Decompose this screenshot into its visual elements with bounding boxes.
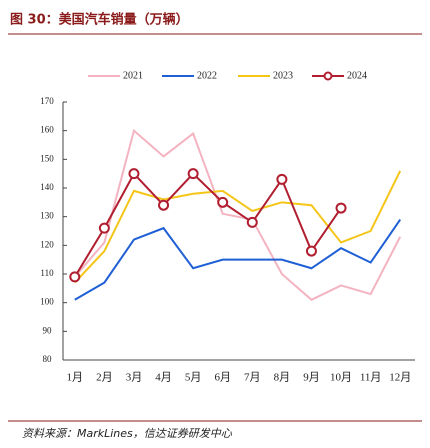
point (305, 245, 317, 257)
x-tick-label: 8月 (274, 372, 291, 384)
y-tick-label: 100 (40, 297, 54, 307)
x-tick-label: 3月 (126, 372, 143, 384)
y-tick-label: 90 (43, 325, 53, 335)
point (246, 216, 258, 228)
x-tick-label: 11月 (360, 372, 382, 384)
x-tick-label: 4月 (155, 372, 172, 384)
legend-label: 2022 (197, 70, 217, 81)
y-tick-label: 170 (40, 96, 54, 106)
y-tick-label: 130 (40, 211, 54, 221)
chart-title: 图 30：美国汽车销量（万辆） (10, 12, 189, 28)
point (158, 199, 170, 211)
source: 资料来源：MarkLines，信达证券研发中心 (22, 427, 233, 440)
x-tick-label: 12月 (389, 372, 411, 384)
x-tick-label: 10月 (330, 372, 352, 384)
point (98, 222, 110, 234)
point (69, 271, 81, 283)
point (217, 196, 229, 208)
x-tick-label: 1月 (67, 372, 84, 384)
x-tick-label: 9月 (303, 372, 320, 384)
y-tick-label: 150 (40, 153, 54, 163)
y-tick-label: 110 (40, 268, 54, 278)
y-tick-label: 160 (40, 125, 54, 135)
legend-label: 2024 (347, 70, 367, 81)
point (128, 168, 140, 180)
y-tick-label: 80 (43, 354, 53, 364)
x-tick-label: 7月 (244, 372, 261, 384)
series-line (74, 218, 402, 301)
point (335, 202, 347, 214)
x-tick-label: 5月 (185, 372, 202, 384)
point (187, 168, 199, 180)
legend-label: 2021 (123, 70, 143, 81)
series-line (74, 128, 402, 301)
point (276, 173, 288, 185)
legend-marker (323, 71, 333, 81)
series-line (73, 171, 342, 278)
y-tick-label: 140 (40, 182, 54, 192)
x-tick-label: 2月 (96, 372, 113, 384)
series-line (74, 170, 402, 284)
legend-label: 2023 (273, 70, 293, 81)
y-tick-label: 120 (40, 239, 54, 249)
x-tick-label: 6月 (214, 372, 231, 384)
